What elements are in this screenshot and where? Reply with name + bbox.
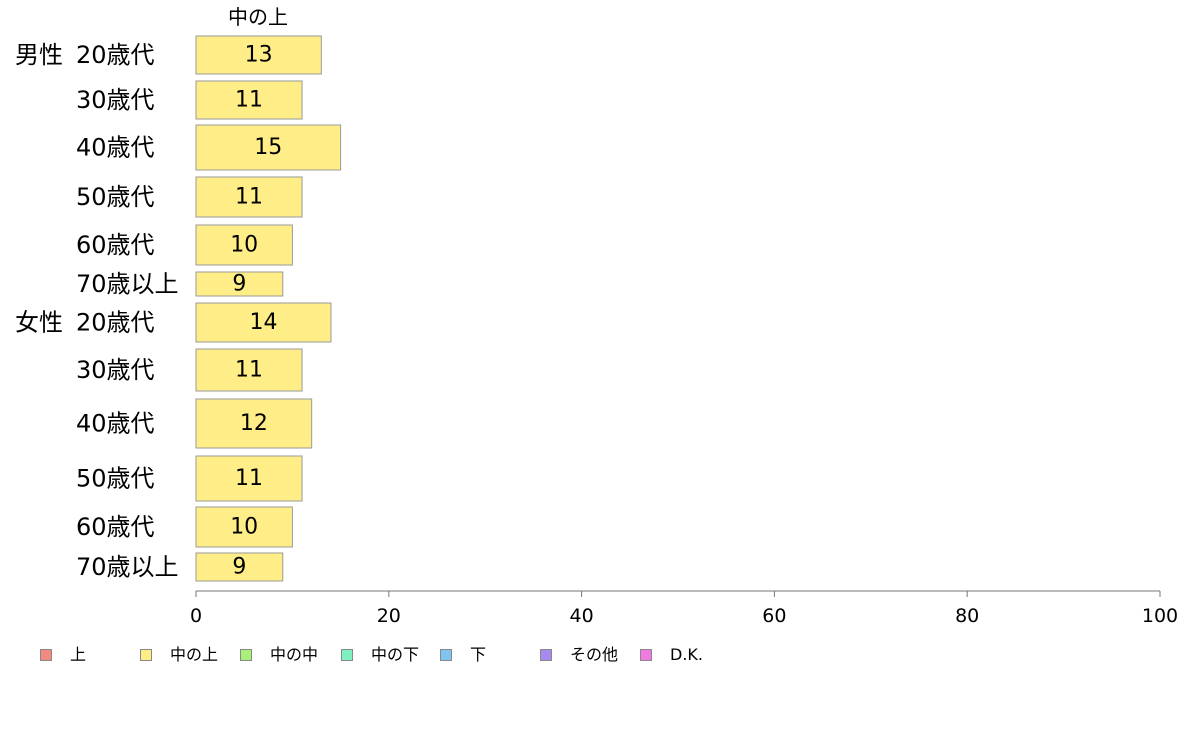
legend-item: D.K. <box>640 644 703 666</box>
bar-value-label: 10 <box>230 233 258 258</box>
legend: 上 中の上 中の中 中の下 下 その他 D.K. <box>40 644 740 668</box>
category-label: 70歳以上 <box>76 270 179 298</box>
bar-value-label: 11 <box>235 185 263 210</box>
legend-item: 中の上 <box>140 644 218 666</box>
category-label: 20歳代 <box>76 309 155 337</box>
x-tick-label: 20 <box>377 605 401 627</box>
category-label: 50歳代 <box>76 465 155 493</box>
bar <box>195 398 313 449</box>
bar-value-label: 14 <box>249 310 277 335</box>
bar <box>195 552 284 582</box>
bar <box>195 455 303 502</box>
legend-label: D.K. <box>670 645 703 664</box>
x-axis: 0 20 40 60 80 100 <box>190 590 1178 627</box>
bar-value-label: 11 <box>235 358 263 383</box>
legend-label: 上 <box>70 645 87 664</box>
bar <box>195 302 332 343</box>
bar <box>195 176 303 218</box>
legend-item: 中の下 <box>341 644 419 666</box>
x-tick-label: 100 <box>1142 605 1178 627</box>
category-label: 40歳代 <box>76 410 155 438</box>
bar-value-label: 13 <box>245 43 273 68</box>
bar-value-label: 10 <box>230 515 258 540</box>
legend-item: 中の中 <box>240 644 318 666</box>
legend-swatch <box>440 649 452 661</box>
category-label: 40歳代 <box>76 134 155 162</box>
legend-label: その他 <box>570 645 619 664</box>
category-label: 70歳以上 <box>76 553 179 581</box>
bar-value-label: 9 <box>232 272 246 297</box>
legend-label: 下 <box>470 645 487 664</box>
bar-value-label: 9 <box>232 555 246 580</box>
bar-value-label: 11 <box>235 88 263 113</box>
category-label: 50歳代 <box>76 183 155 211</box>
category-label: 60歳代 <box>76 231 155 259</box>
bar-value-label: 11 <box>235 466 263 491</box>
x-tick-label: 80 <box>955 605 979 627</box>
legend-item: 上 <box>40 644 86 666</box>
bar-value-label: 12 <box>240 411 268 436</box>
bar <box>195 348 303 392</box>
series-header: 中の上 <box>228 5 288 29</box>
bar <box>195 35 322 75</box>
legend-label: 中の下 <box>371 645 420 664</box>
bar <box>195 506 293 548</box>
group-label: 女性 <box>15 309 63 337</box>
bar <box>195 224 293 266</box>
bar <box>195 271 284 297</box>
group-label: 男性 <box>15 41 63 69</box>
x-tick-label: 40 <box>570 605 594 627</box>
bar <box>195 124 342 171</box>
x-tick-label: 60 <box>762 605 786 627</box>
category-label: 30歳代 <box>76 86 155 114</box>
bar-value-label: 15 <box>254 135 282 160</box>
x-tick-label: 0 <box>190 605 202 627</box>
legend-label: 中の中 <box>270 645 319 664</box>
legend-swatch <box>240 649 252 661</box>
bar <box>195 80 303 120</box>
category-label: 30歳代 <box>76 356 155 384</box>
legend-item: 下 <box>440 644 486 666</box>
legend-label: 中の上 <box>170 645 219 664</box>
legend-swatch <box>540 649 552 661</box>
legend-swatch <box>140 649 152 661</box>
legend-swatch <box>40 649 52 661</box>
legend-swatch <box>640 649 652 661</box>
category-label: 20歳代 <box>76 41 155 69</box>
legend-item: その他 <box>540 644 618 666</box>
category-label: 60歳代 <box>76 513 155 541</box>
legend-swatch <box>341 649 353 661</box>
